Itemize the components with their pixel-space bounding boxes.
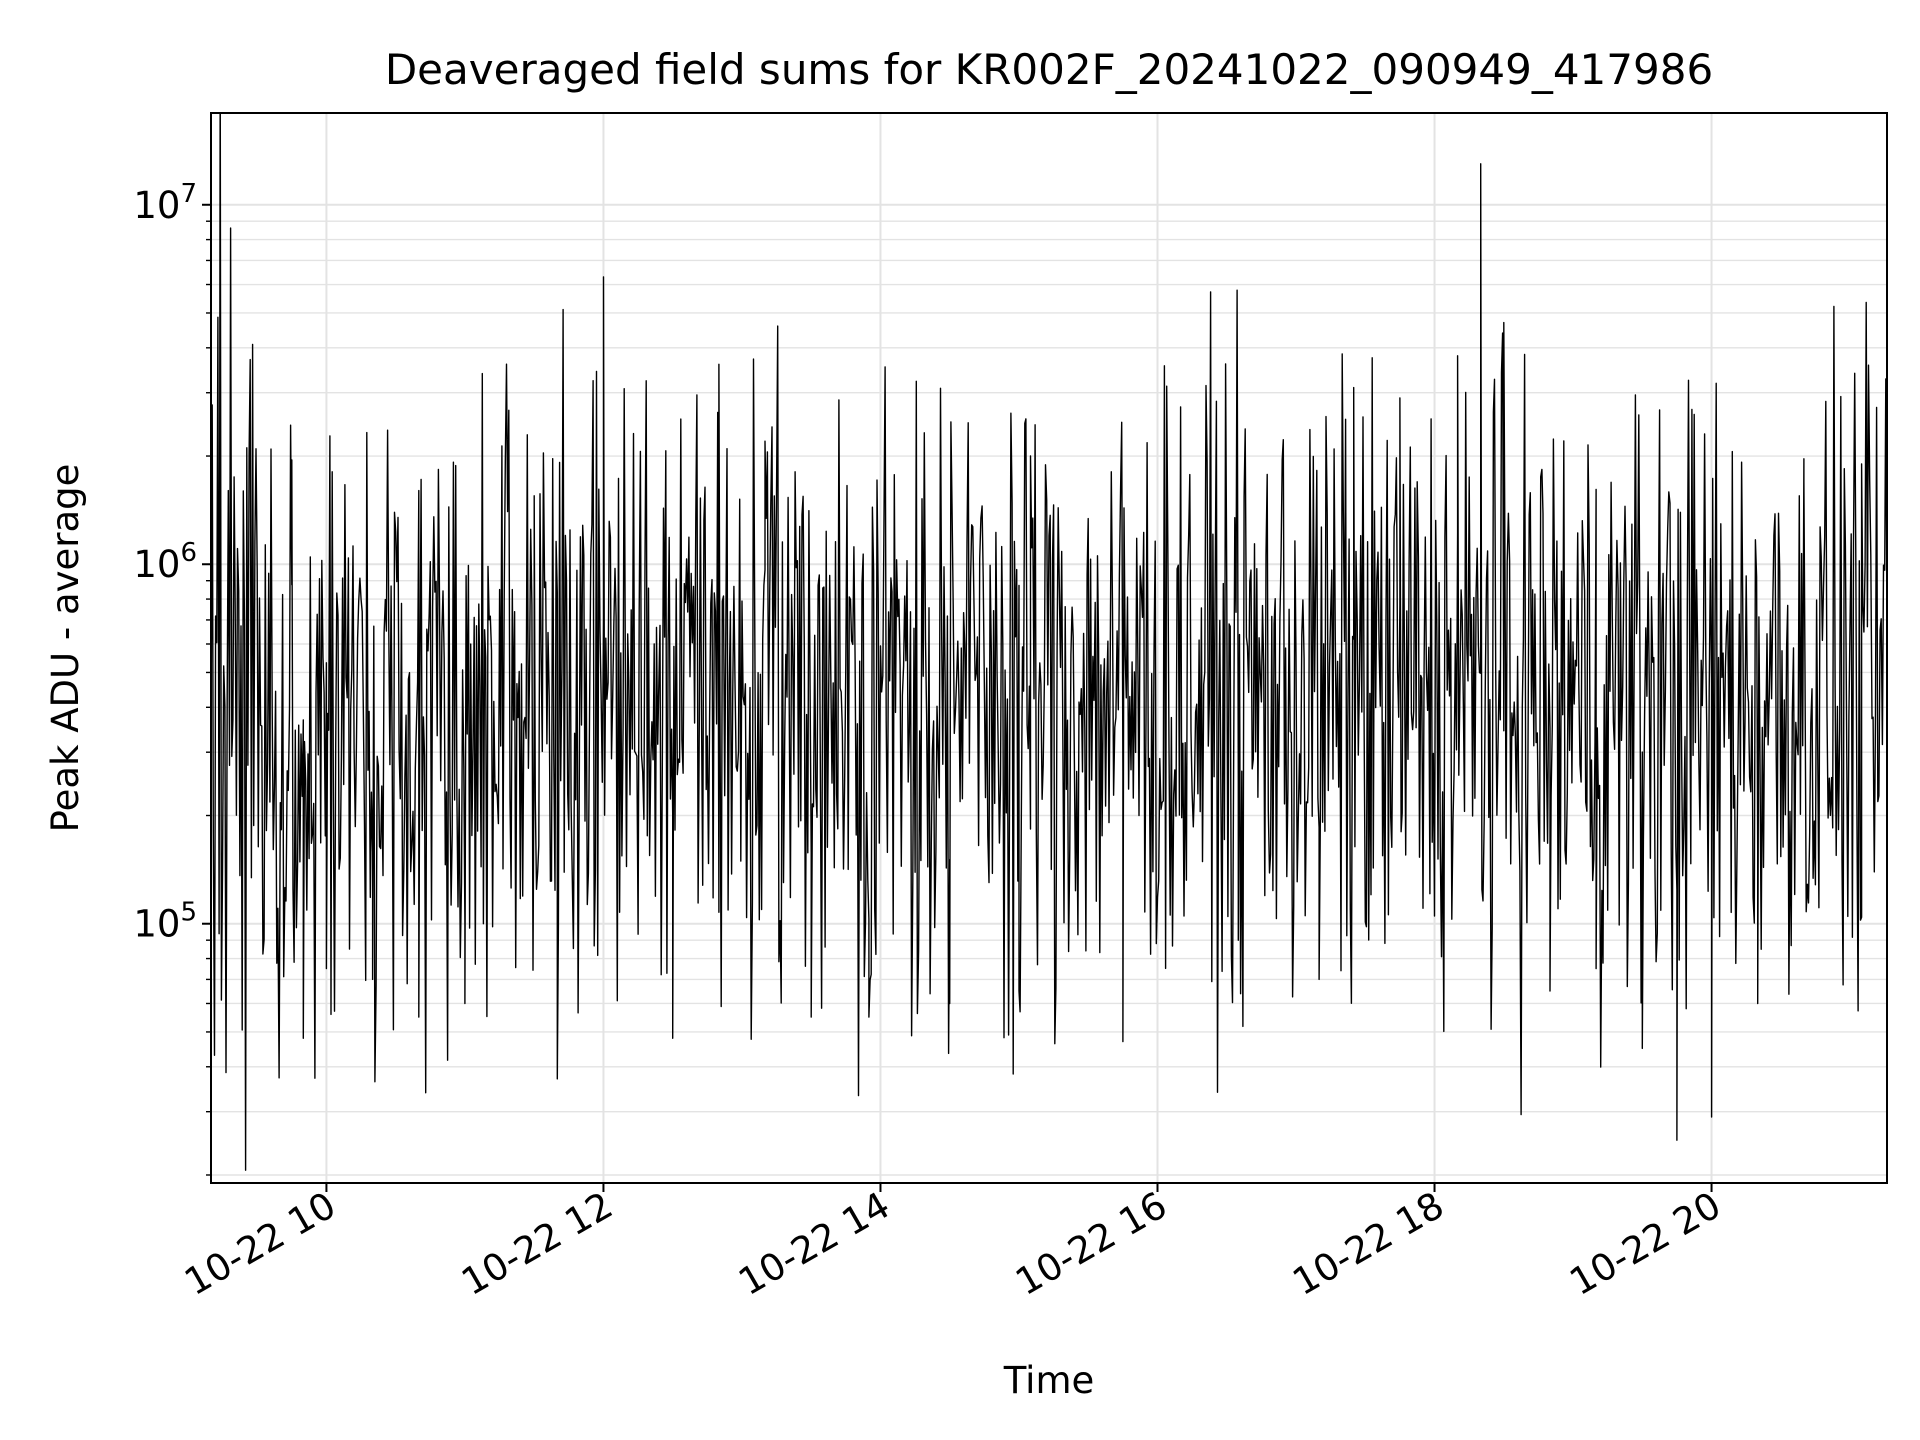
plot-frame xyxy=(210,112,1888,1184)
series xyxy=(211,113,1887,1171)
y-axis-label: Peak ADU - average xyxy=(44,464,87,833)
chart-title: Deaveraged field sums for KR002F_2024102… xyxy=(385,45,1713,94)
y-tick-label: 107 xyxy=(133,179,197,227)
series-line xyxy=(211,113,1887,1171)
y-tick-label: 106 xyxy=(133,538,197,586)
y-tick-label: 105 xyxy=(133,898,197,946)
x-axis-label: Time xyxy=(1003,1359,1095,1402)
